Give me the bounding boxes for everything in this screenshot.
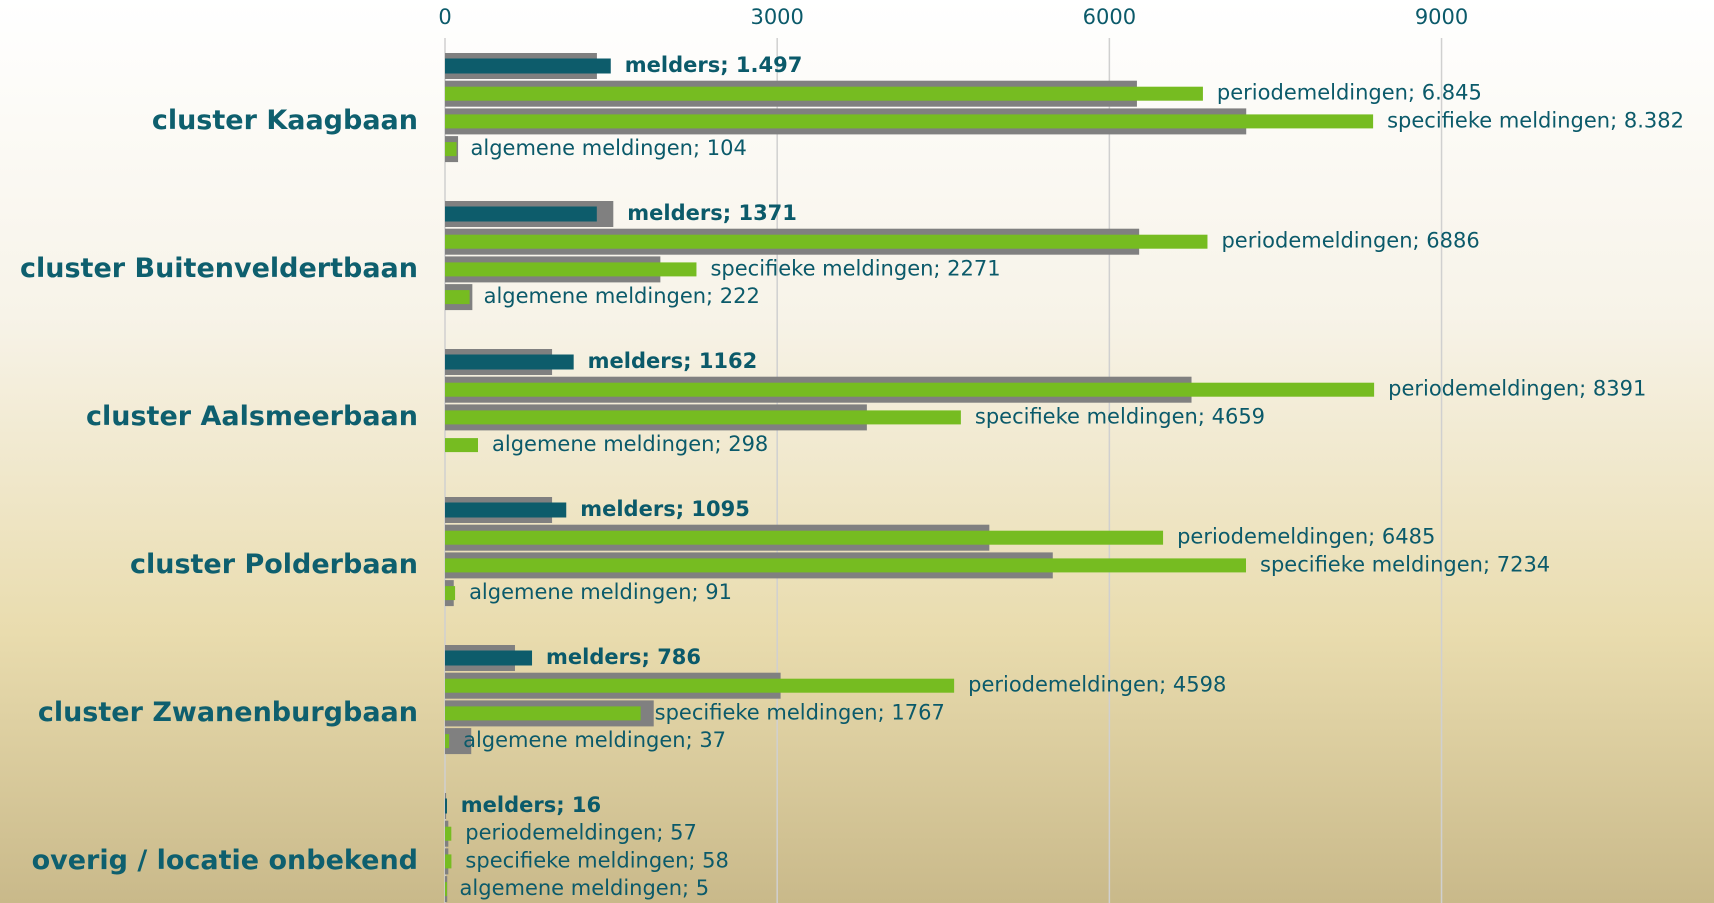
- data-label: melders; 786: [546, 645, 701, 669]
- data-label: periodemeldingen; 6.845: [1217, 81, 1482, 105]
- bar: [445, 651, 532, 666]
- data-label: periodemeldingen; 6886: [1221, 229, 1479, 253]
- bar: [445, 114, 1373, 128]
- bar: [445, 558, 1246, 572]
- data-label: periodemeldingen; 57: [465, 821, 697, 845]
- data-label: melders; 16: [461, 793, 601, 817]
- chart: 0 3000 6000 9000 cluster Kaagbaan melders; 1.…: [0, 0, 1714, 903]
- data-label: specifieke meldingen; 2271: [710, 256, 1000, 280]
- bar: [445, 854, 451, 868]
- data-label: specifieke meldingen; 1767: [655, 700, 945, 724]
- category-label: cluster Aalsmeerbaan: [86, 401, 418, 432]
- data-label: periodemeldingen; 6485: [1177, 525, 1435, 549]
- bar: [445, 235, 1207, 249]
- bar: [445, 586, 455, 600]
- data-label: specifieke meldingen; 4659: [975, 404, 1265, 428]
- data-label: algemene meldingen; 37: [463, 728, 726, 752]
- category-label: overig / locatie onbekend: [32, 845, 418, 876]
- bar: [445, 410, 961, 424]
- bar: [445, 503, 566, 518]
- bar: [445, 290, 470, 304]
- data-label: specifieke meldingen; 7234: [1260, 552, 1550, 576]
- bar: [445, 383, 1374, 397]
- data-label: melders; 1095: [580, 497, 750, 521]
- bar: [445, 59, 611, 74]
- x-tick-label: 9000: [1415, 5, 1468, 29]
- x-tick-label: 0: [438, 5, 451, 29]
- bar: [445, 679, 954, 693]
- category-label: cluster Polderbaan: [130, 549, 418, 580]
- x-tick-label: 6000: [1083, 5, 1136, 29]
- data-label: specifieke meldingen; 58: [465, 848, 728, 872]
- data-label: algemene meldingen; 104: [471, 136, 747, 160]
- data-label: specifieke meldingen; 8.382: [1387, 108, 1684, 132]
- data-label: melders; 1.497: [625, 53, 803, 77]
- x-tick-label: 3000: [750, 5, 803, 29]
- bar: [445, 706, 641, 720]
- data-label: periodemeldingen; 8391: [1388, 377, 1646, 401]
- bar: [445, 262, 696, 276]
- bar: [445, 799, 447, 814]
- category-label: cluster Kaagbaan: [152, 105, 418, 136]
- data-label: algemene meldingen; 298: [492, 432, 768, 456]
- bar: [445, 734, 449, 748]
- bar: [445, 87, 1203, 101]
- data-label: melders; 1371: [627, 201, 797, 225]
- bar: [445, 827, 451, 841]
- data-label: periodemeldingen; 4598: [968, 673, 1226, 697]
- data-label: algemene meldingen; 222: [484, 284, 760, 308]
- category-label: cluster Zwanenburgbaan: [38, 697, 418, 728]
- bar: [445, 438, 478, 452]
- bar: [445, 531, 1163, 545]
- data-label: algemene meldingen; 91: [469, 580, 732, 604]
- bar: [445, 882, 447, 896]
- bar: [445, 142, 457, 156]
- bar: [445, 207, 597, 222]
- bar: [445, 355, 574, 370]
- data-label: melders; 1162: [588, 349, 758, 373]
- data-label: algemene meldingen; 5: [460, 876, 710, 900]
- category-label: cluster Buitenveldertbaan: [20, 253, 418, 284]
